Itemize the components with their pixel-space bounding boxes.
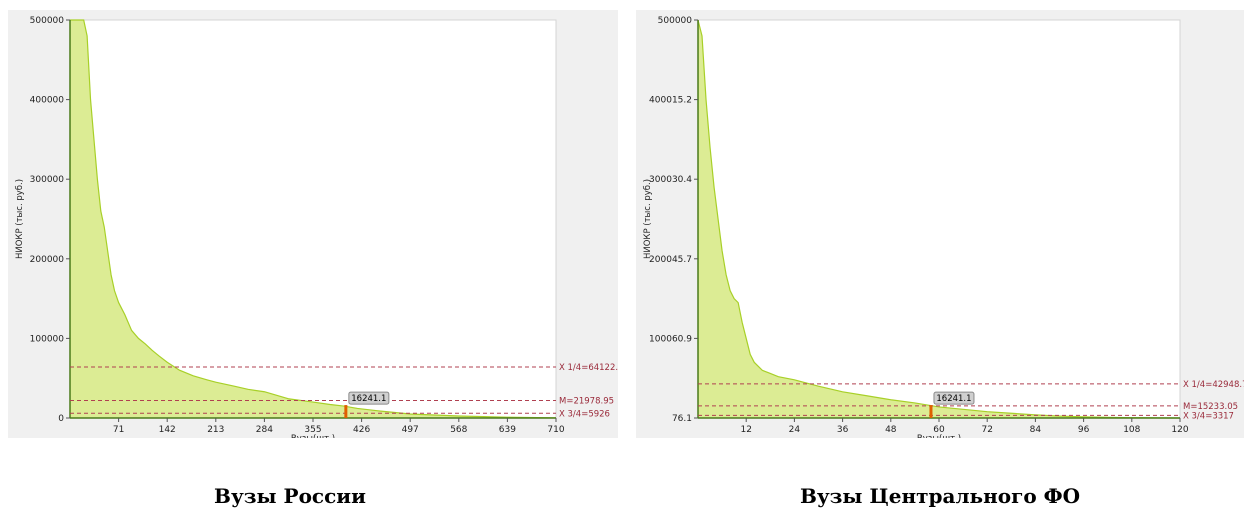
x-tick-label: 120 [1171, 425, 1188, 435]
x-axis-label: Вузы(шт.) [291, 434, 335, 438]
y-tick-label: 0 [58, 414, 64, 424]
reference-label: X 1/4=42948.7 [1183, 380, 1244, 390]
chart-russia: 500000 400000 300000 200000 100000 0 71 142 213 2… [15, 16, 618, 438]
y-tick-label: 500000 [658, 16, 693, 26]
x-tick-label: 84 [1030, 425, 1042, 435]
x-tick-label: 213 [207, 425, 224, 435]
x-tick-label: 60 [933, 425, 945, 435]
x-tick-label: 284 [256, 425, 273, 435]
y-tick-label: 300030.4 [649, 175, 692, 185]
x-tick-label: 96 [1078, 425, 1090, 435]
y-axis-label: НИОКР (тыс. руб.) [15, 179, 25, 259]
y-tick-label: 100060.9 [649, 334, 692, 344]
y-tick-label: 500000 [30, 16, 65, 26]
chart-panel-central-fo: 500000 400015.2 300030.4 200045.7 100060.9 76… [636, 10, 1244, 438]
y-tick-label: 400015.2 [649, 96, 692, 106]
caption-russia: Вузы России [214, 484, 366, 508]
marker-label: 16241.1 [351, 394, 386, 404]
y-tick-label: 200000 [30, 255, 65, 265]
y-axis-label: НИОКР (тыс. руб.) [643, 179, 653, 259]
y-tick-label: 200045.7 [649, 255, 692, 265]
marker-tooltip [933, 391, 975, 405]
x-tick-label: 497 [402, 425, 419, 435]
x-tick-label: 48 [885, 425, 897, 435]
reference-label: M=21978.95 [559, 397, 614, 407]
marker-tooltip [348, 391, 390, 405]
area-line [70, 19, 557, 419]
x-tick-label: 36 [837, 425, 849, 435]
x-axis-label: Вузы(шт.) [917, 434, 961, 438]
reference-label: M=15233.05 [1183, 402, 1238, 412]
marker-label: 16241.1 [936, 394, 971, 404]
x-tick-label: 639 [499, 425, 516, 435]
x-tick-label: 568 [450, 425, 467, 435]
x-tick-label: 710 [547, 425, 564, 435]
x-tick-label: 71 [113, 425, 124, 435]
reference-label: X 3/4=5926 [559, 409, 610, 419]
y-tick-label: 76.1 [672, 414, 692, 424]
reference-label: X 1/4=64122.1 [559, 363, 618, 373]
x-tick-label: 72 [981, 425, 992, 435]
y-tick-label: 300000 [30, 175, 65, 185]
plot-area [697, 19, 1181, 419]
x-tick-label: 24 [789, 425, 801, 435]
y-tick-label: 100000 [30, 334, 65, 344]
x-tick-label: 12 [740, 425, 751, 435]
x-tick-label: 355 [304, 425, 321, 435]
x-tick-label: 142 [159, 425, 176, 435]
y-tick-label: 400000 [30, 96, 65, 106]
area-fill [698, 20, 1180, 418]
x-tick-label: 108 [1123, 425, 1140, 435]
area-fill [70, 20, 556, 418]
chart-central-fo: 500000 400015.2 300030.4 200045.7 100060.9 76… [643, 16, 1244, 438]
x-tick-label: 426 [353, 425, 370, 435]
chart-panel-russia: 500000 400000 300000 200000 100000 0 71 142 213 2… [8, 10, 618, 438]
area-line [697, 19, 1181, 419]
reference-label: X 3/4=3317 [1183, 411, 1234, 421]
caption-central-fo: Вузы Центрального ФО [799, 484, 1081, 508]
